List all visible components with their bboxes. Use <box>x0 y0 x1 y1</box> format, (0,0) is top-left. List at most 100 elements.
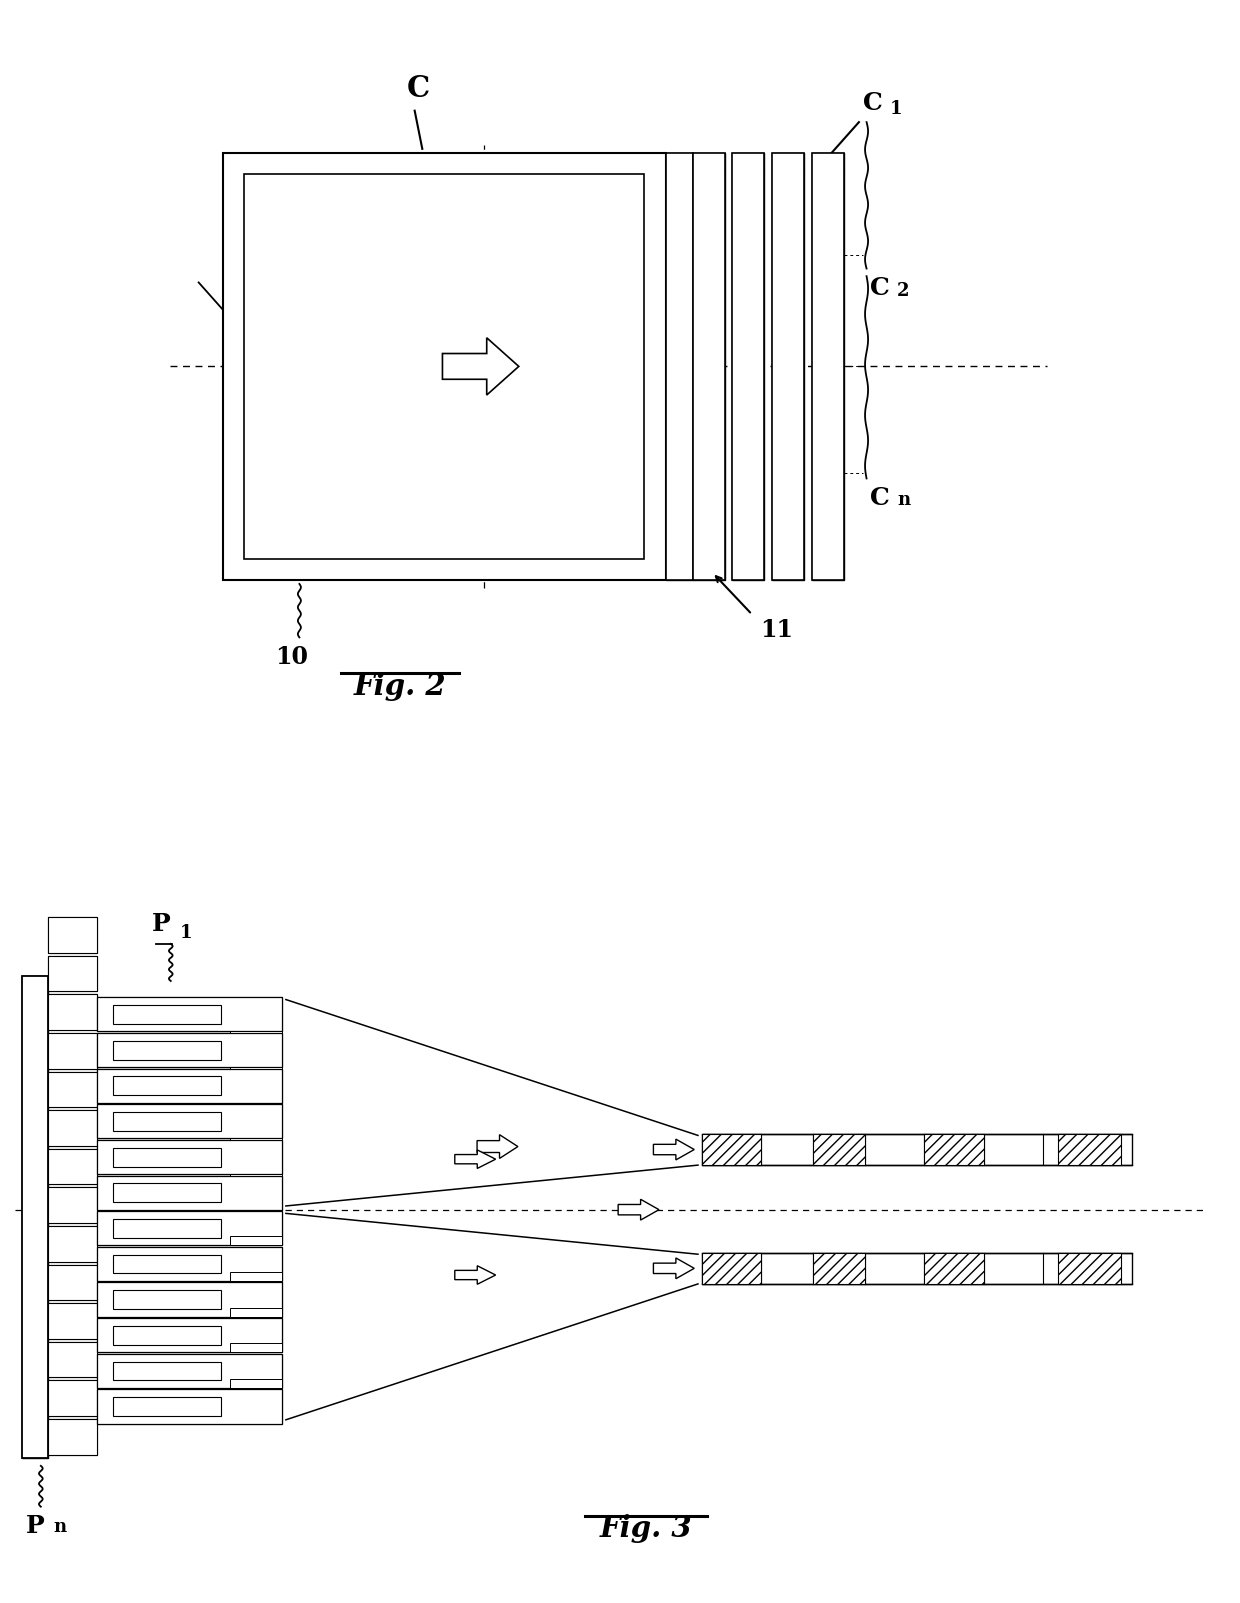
Text: P: P <box>26 1515 45 1539</box>
Bar <box>231 1060 283 1069</box>
Bar <box>97 1175 283 1210</box>
Text: 11: 11 <box>760 619 792 643</box>
Bar <box>48 955 97 991</box>
Bar <box>113 1077 221 1095</box>
Bar <box>48 994 97 1031</box>
Bar <box>48 1303 97 1339</box>
Bar <box>113 1112 221 1130</box>
Bar <box>97 1212 283 1246</box>
Bar <box>231 1095 283 1104</box>
Bar <box>97 997 283 1031</box>
Bar <box>223 152 666 175</box>
Bar <box>231 1132 283 1140</box>
Bar <box>97 1353 283 1388</box>
Bar <box>48 1226 97 1262</box>
Bar <box>113 1005 221 1024</box>
Bar <box>113 1040 221 1060</box>
Bar <box>48 1149 97 1185</box>
Bar <box>48 1303 97 1339</box>
Bar <box>231 1343 283 1353</box>
Bar <box>97 1390 283 1423</box>
Polygon shape <box>477 1135 518 1159</box>
Bar <box>97 1318 283 1353</box>
Bar <box>702 1133 1132 1165</box>
Bar <box>97 1282 283 1316</box>
Bar <box>231 1273 283 1281</box>
Bar <box>48 1111 97 1146</box>
Bar <box>813 1133 866 1165</box>
Bar <box>666 152 692 580</box>
Bar <box>732 172 764 561</box>
Bar <box>666 559 692 580</box>
Bar <box>113 1148 221 1167</box>
Polygon shape <box>653 1258 694 1279</box>
Bar <box>113 1255 221 1273</box>
Polygon shape <box>455 1149 496 1169</box>
Text: Fig. 2: Fig. 2 <box>353 672 446 701</box>
Text: n: n <box>53 1518 67 1536</box>
Bar <box>113 1326 221 1345</box>
Bar <box>48 1380 97 1415</box>
Bar <box>113 1183 221 1202</box>
Bar <box>97 1318 283 1353</box>
Bar <box>48 1111 97 1146</box>
Bar <box>231 1236 283 1246</box>
Bar <box>223 152 666 580</box>
Bar <box>223 559 666 580</box>
Bar <box>732 152 764 580</box>
Text: C: C <box>870 276 890 300</box>
Bar <box>702 1252 761 1284</box>
Bar <box>773 561 804 580</box>
Polygon shape <box>653 1140 694 1161</box>
Bar <box>231 1343 283 1353</box>
Bar <box>48 1226 97 1262</box>
Bar <box>48 955 97 991</box>
Bar <box>97 1032 283 1068</box>
Polygon shape <box>455 1266 496 1284</box>
Bar <box>925 1133 983 1165</box>
Bar <box>1058 1252 1121 1284</box>
Bar <box>813 1252 866 1284</box>
Bar <box>1058 1133 1121 1165</box>
Bar <box>97 1069 283 1103</box>
Bar <box>773 172 804 561</box>
Bar <box>812 152 843 172</box>
Bar <box>925 1252 983 1284</box>
Bar <box>702 1252 1132 1284</box>
Bar <box>97 1353 283 1388</box>
Bar <box>48 917 97 952</box>
Text: C: C <box>863 90 883 114</box>
Bar <box>113 1398 221 1415</box>
Bar <box>692 152 724 580</box>
Bar <box>48 1265 97 1300</box>
Bar <box>97 1069 283 1103</box>
Polygon shape <box>443 338 518 394</box>
Bar <box>97 1282 283 1316</box>
Bar <box>732 152 764 172</box>
Bar <box>231 1379 283 1388</box>
Text: Fig. 3: Fig. 3 <box>600 1515 692 1544</box>
Bar <box>231 1167 283 1175</box>
Bar <box>48 1071 97 1108</box>
Bar <box>97 1247 283 1281</box>
Bar <box>231 1308 283 1316</box>
Bar <box>773 152 804 172</box>
Bar <box>48 1032 97 1069</box>
Bar <box>231 1060 283 1069</box>
Bar <box>231 1024 283 1032</box>
Bar <box>48 994 97 1031</box>
Bar <box>97 1032 283 1068</box>
Bar <box>692 152 724 172</box>
Bar <box>48 1419 97 1454</box>
Bar <box>231 1167 283 1175</box>
Bar <box>48 1342 97 1377</box>
Bar <box>48 1419 97 1454</box>
Text: n: n <box>897 492 910 510</box>
Text: 1: 1 <box>180 925 192 943</box>
Bar <box>231 1095 283 1104</box>
Bar <box>113 1361 221 1380</box>
Bar <box>48 1188 97 1223</box>
Bar <box>97 1212 283 1246</box>
Bar <box>666 175 692 559</box>
Bar <box>22 976 48 1459</box>
